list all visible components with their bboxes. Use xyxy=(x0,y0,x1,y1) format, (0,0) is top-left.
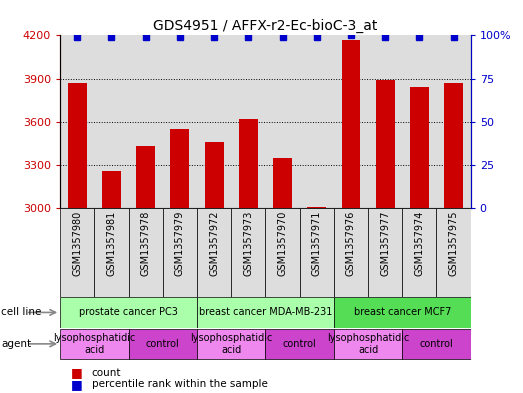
Bar xyxy=(239,119,258,208)
Text: GSM1357975: GSM1357975 xyxy=(449,211,459,276)
Text: lysophosphatidic
acid: lysophosphatidic acid xyxy=(327,333,410,354)
Bar xyxy=(137,146,155,208)
Text: GSM1357976: GSM1357976 xyxy=(346,211,356,276)
FancyBboxPatch shape xyxy=(266,329,334,359)
Text: GSM1357981: GSM1357981 xyxy=(107,211,117,276)
Title: GDS4951 / AFFX-r2-Ec-bioC-3_at: GDS4951 / AFFX-r2-Ec-bioC-3_at xyxy=(153,19,378,33)
FancyBboxPatch shape xyxy=(129,208,163,297)
Bar xyxy=(170,129,189,208)
Text: control: control xyxy=(283,339,316,349)
FancyBboxPatch shape xyxy=(94,208,129,297)
Text: lysophosphatidic
acid: lysophosphatidic acid xyxy=(190,333,272,354)
Bar xyxy=(68,83,87,208)
FancyBboxPatch shape xyxy=(402,208,437,297)
Text: control: control xyxy=(419,339,453,349)
FancyBboxPatch shape xyxy=(368,208,402,297)
FancyBboxPatch shape xyxy=(300,208,334,297)
FancyBboxPatch shape xyxy=(334,298,471,327)
Bar xyxy=(273,158,292,208)
FancyBboxPatch shape xyxy=(129,329,197,359)
Bar xyxy=(444,83,463,208)
Text: percentile rank within the sample: percentile rank within the sample xyxy=(92,379,267,389)
Text: GSM1357970: GSM1357970 xyxy=(278,211,288,276)
Text: GSM1357979: GSM1357979 xyxy=(175,211,185,276)
Text: count: count xyxy=(92,367,121,378)
FancyBboxPatch shape xyxy=(60,298,197,327)
Text: control: control xyxy=(146,339,180,349)
Text: GSM1357973: GSM1357973 xyxy=(243,211,253,276)
Text: breast cancer MCF7: breast cancer MCF7 xyxy=(354,307,451,318)
Text: GSM1357980: GSM1357980 xyxy=(72,211,82,276)
Bar xyxy=(102,171,121,208)
FancyBboxPatch shape xyxy=(437,208,471,297)
Bar xyxy=(342,40,360,208)
Text: breast cancer MDA-MB-231: breast cancer MDA-MB-231 xyxy=(199,307,332,318)
FancyBboxPatch shape xyxy=(231,208,266,297)
FancyBboxPatch shape xyxy=(402,329,471,359)
Bar xyxy=(204,142,223,208)
Text: prostate cancer PC3: prostate cancer PC3 xyxy=(79,307,178,318)
Text: GSM1357974: GSM1357974 xyxy=(414,211,424,276)
Text: GSM1357978: GSM1357978 xyxy=(141,211,151,276)
FancyBboxPatch shape xyxy=(334,208,368,297)
FancyBboxPatch shape xyxy=(197,298,334,327)
Text: lysophosphatidic
acid: lysophosphatidic acid xyxy=(53,333,135,354)
Text: ■: ■ xyxy=(71,366,82,379)
FancyBboxPatch shape xyxy=(197,329,266,359)
Text: ■: ■ xyxy=(71,378,82,391)
FancyBboxPatch shape xyxy=(266,208,300,297)
Text: agent: agent xyxy=(1,339,31,349)
Bar xyxy=(410,87,429,208)
Text: cell line: cell line xyxy=(1,307,41,318)
FancyBboxPatch shape xyxy=(60,208,94,297)
Text: GSM1357972: GSM1357972 xyxy=(209,211,219,276)
FancyBboxPatch shape xyxy=(163,208,197,297)
FancyBboxPatch shape xyxy=(197,208,231,297)
Text: GSM1357977: GSM1357977 xyxy=(380,211,390,276)
Text: GSM1357971: GSM1357971 xyxy=(312,211,322,276)
Bar xyxy=(308,207,326,208)
FancyBboxPatch shape xyxy=(334,329,402,359)
FancyBboxPatch shape xyxy=(60,329,129,359)
Bar xyxy=(376,80,394,208)
